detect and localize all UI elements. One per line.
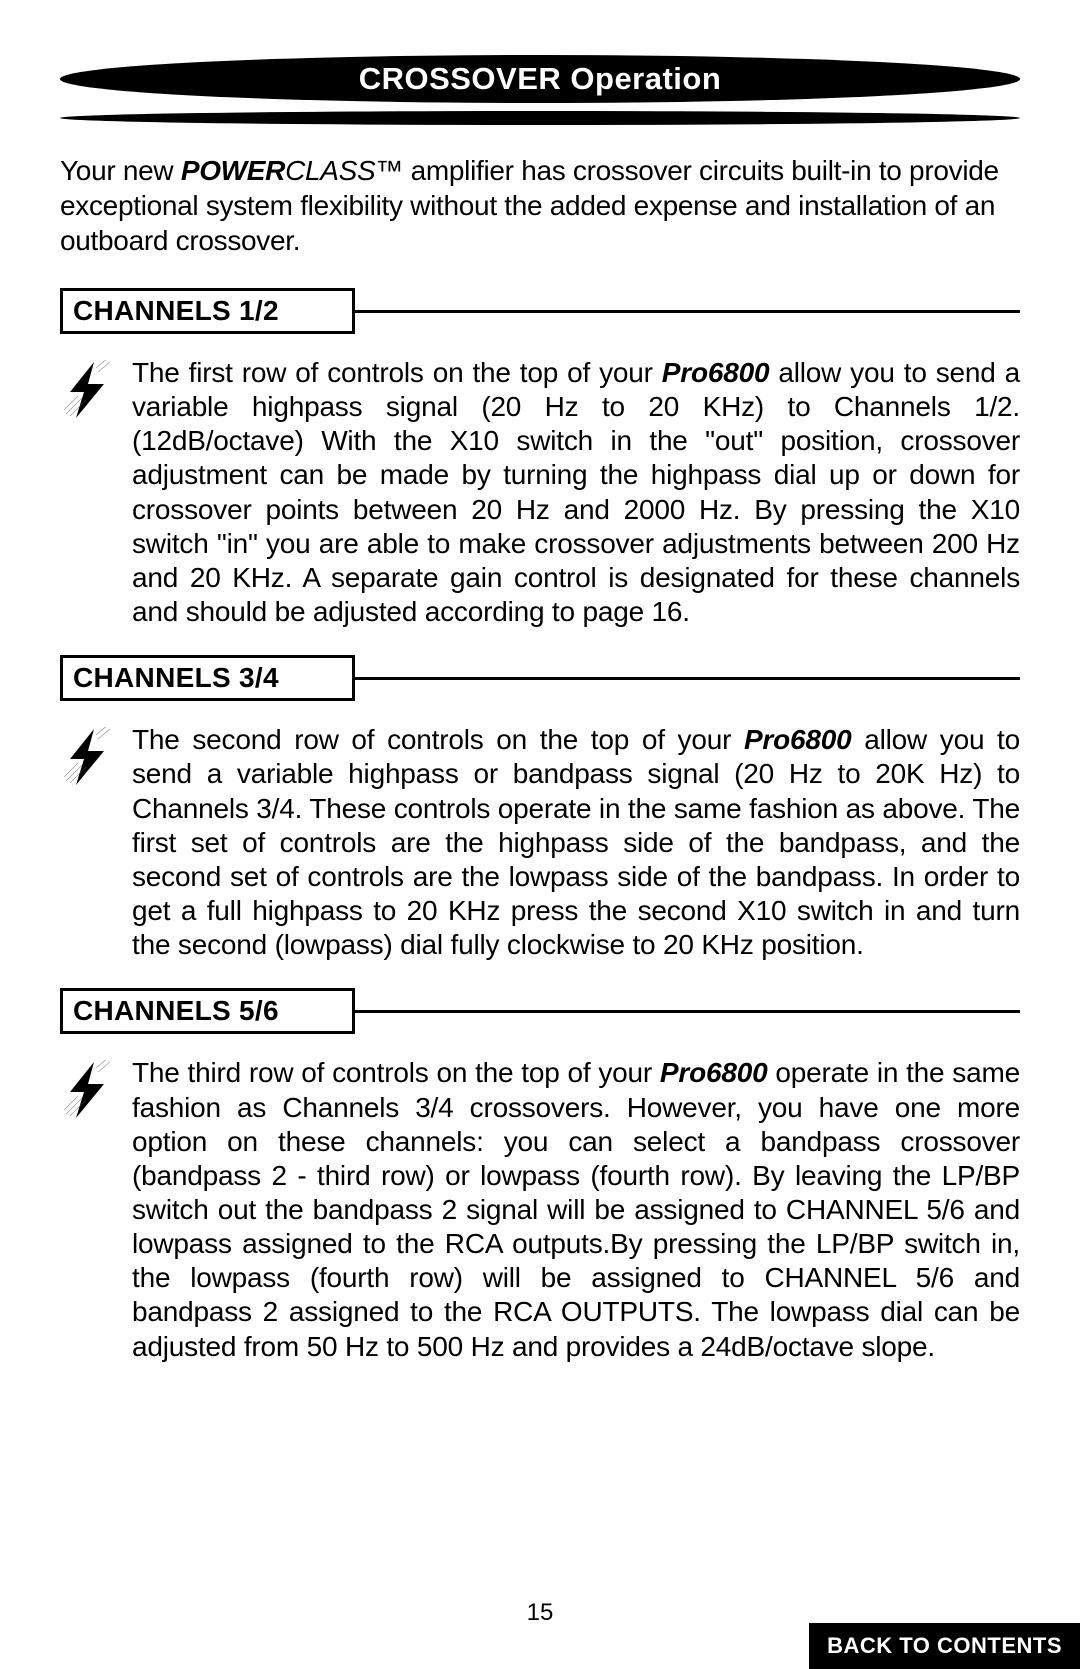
- intro-prefix: Your new: [60, 155, 181, 186]
- lightning-bolt-icon: [60, 1060, 114, 1120]
- section-text-pre: The first row of controls on the top of …: [132, 357, 662, 388]
- section-heading-label: CHANNELS 3/4: [73, 662, 279, 693]
- section-heading-row: CHANNELS 1/2: [60, 288, 1020, 334]
- section-text-pre: The second row of controls on the top of…: [132, 724, 744, 755]
- page-header-banner: CROSSOVER Operation: [60, 55, 1020, 103]
- section-heading-box: CHANNELS 1/2: [60, 288, 355, 334]
- section-text-post: operate in the same fashion as Channels …: [132, 1057, 1020, 1361]
- section-heading-box: CHANNELS 5/6: [60, 988, 355, 1034]
- section-heading-label: CHANNELS 1/2: [73, 295, 279, 326]
- section-body: The first row of controls on the top of …: [60, 356, 1020, 629]
- brand-name-bold: POWER: [181, 155, 285, 186]
- trademark: ™: [375, 155, 403, 186]
- back-to-contents-link[interactable]: BACK TO CONTENTS: [809, 1623, 1080, 1669]
- section-heading-rule: [355, 1010, 1020, 1013]
- section-text-pre: The third row of controls on the top of …: [132, 1057, 660, 1088]
- lightning-bolt-icon: [60, 727, 114, 787]
- lightning-bolt-icon: [60, 360, 114, 420]
- section-body: The second row of controls on the top of…: [60, 723, 1020, 962]
- section-text-post: allow you to send a variable highpass or…: [132, 724, 1020, 960]
- section-text: The third row of controls on the top of …: [132, 1056, 1020, 1363]
- section-text: The second row of controls on the top of…: [132, 723, 1020, 962]
- section-heading-row: CHANNELS 3/4: [60, 655, 1020, 701]
- section-heading-rule: [355, 310, 1020, 313]
- section-heading-label: CHANNELS 5/6: [73, 995, 279, 1026]
- section-text: The first row of controls on the top of …: [132, 356, 1020, 629]
- header-underline: [60, 111, 1020, 125]
- section-heading-box: CHANNELS 3/4: [60, 655, 355, 701]
- section-heading-rule: [355, 677, 1020, 680]
- section-heading-row: CHANNELS 5/6: [60, 988, 1020, 1034]
- section-text-post: allow you to send a variable highpass si…: [132, 357, 1020, 627]
- model-name: Pro6800: [662, 357, 770, 388]
- model-name: Pro6800: [744, 724, 852, 755]
- brand-name-italic: CLASS: [285, 155, 375, 186]
- model-name: Pro6800: [660, 1057, 768, 1088]
- section-body: The third row of controls on the top of …: [60, 1056, 1020, 1363]
- page-title: CROSSOVER Operation: [60, 55, 1020, 103]
- intro-paragraph: Your new POWERCLASS™ amplifier has cross…: [60, 153, 1020, 258]
